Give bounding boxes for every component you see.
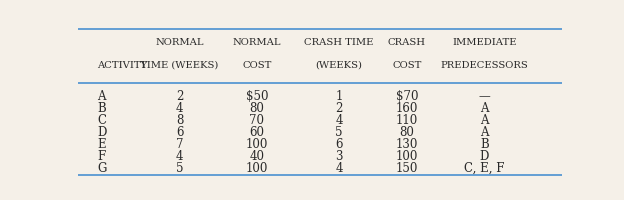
Text: 4: 4 [176, 150, 183, 163]
Text: A: A [480, 126, 489, 139]
Text: 5: 5 [176, 162, 183, 174]
Text: E: E [97, 138, 106, 151]
Text: 1: 1 [336, 90, 343, 103]
Text: CRASH TIME: CRASH TIME [305, 38, 374, 47]
Text: 4: 4 [176, 102, 183, 115]
Text: 7: 7 [176, 138, 183, 151]
Text: 6: 6 [335, 138, 343, 151]
Text: 4: 4 [335, 162, 343, 174]
Text: TIME (WEEKS): TIME (WEEKS) [140, 61, 219, 70]
Text: 2: 2 [336, 102, 343, 115]
Text: $50: $50 [246, 90, 268, 103]
Text: A: A [480, 114, 489, 127]
Text: 80: 80 [250, 102, 265, 115]
Text: G: G [97, 162, 107, 174]
Text: $70: $70 [396, 90, 418, 103]
Text: (WEEKS): (WEEKS) [316, 61, 363, 70]
Text: A: A [97, 90, 106, 103]
Text: NORMAL: NORMAL [155, 38, 204, 47]
Text: D: D [479, 150, 489, 163]
Text: 70: 70 [250, 114, 265, 127]
Text: 40: 40 [250, 150, 265, 163]
Text: B: B [97, 102, 106, 115]
Text: COST: COST [392, 61, 422, 70]
Text: 8: 8 [176, 114, 183, 127]
Text: A: A [480, 102, 489, 115]
Text: 130: 130 [396, 138, 418, 151]
Text: CRASH: CRASH [388, 38, 426, 47]
Text: 100: 100 [246, 162, 268, 174]
Text: 2: 2 [176, 90, 183, 103]
Text: NORMAL: NORMAL [233, 38, 281, 47]
Text: 60: 60 [250, 126, 265, 139]
Text: 4: 4 [335, 114, 343, 127]
Text: 110: 110 [396, 114, 418, 127]
Text: D: D [97, 126, 107, 139]
Text: 100: 100 [396, 150, 418, 163]
Text: 6: 6 [176, 126, 183, 139]
Text: F: F [97, 150, 105, 163]
Text: B: B [480, 138, 489, 151]
Text: C: C [97, 114, 106, 127]
Text: 5: 5 [335, 126, 343, 139]
Text: ACTIVITY: ACTIVITY [97, 61, 148, 70]
Text: 160: 160 [396, 102, 418, 115]
Text: 3: 3 [335, 150, 343, 163]
Text: PREDECESSORS: PREDECESSORS [441, 61, 528, 70]
Text: 150: 150 [396, 162, 418, 174]
Text: 80: 80 [399, 126, 414, 139]
Text: —: — [479, 90, 490, 103]
Text: IMMEDIATE: IMMEDIATE [452, 38, 517, 47]
Text: 100: 100 [246, 138, 268, 151]
Text: COST: COST [242, 61, 271, 70]
Text: C, E, F: C, E, F [464, 162, 504, 174]
